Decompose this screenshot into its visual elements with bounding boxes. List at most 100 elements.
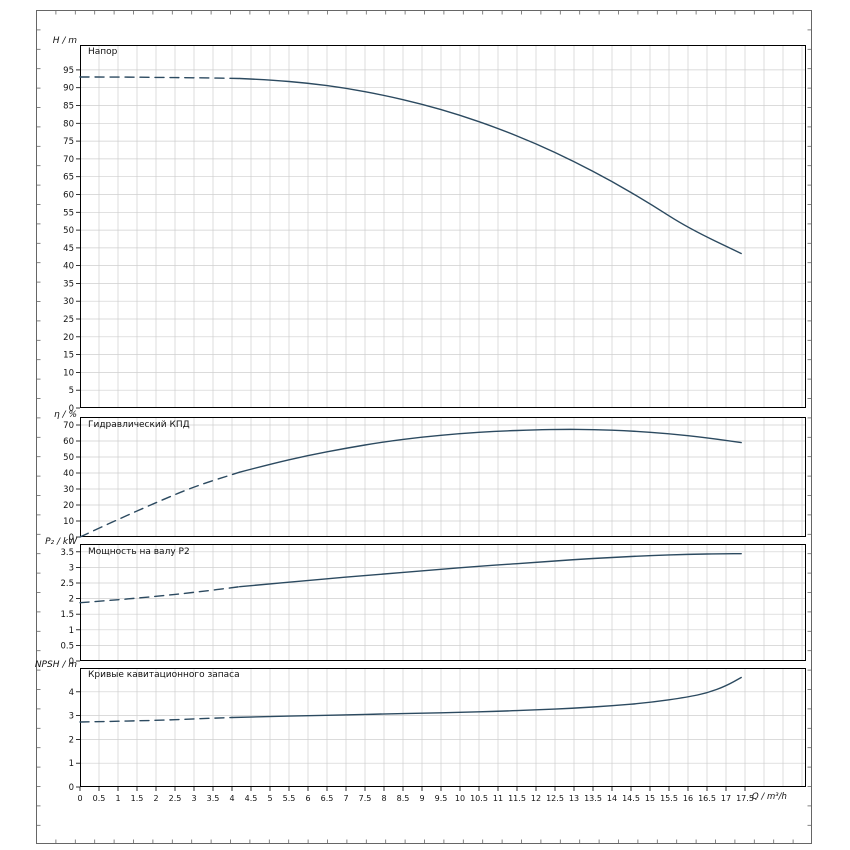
x-tick-label: 17 [721, 794, 731, 803]
y-tick-label: 60 [63, 191, 74, 201]
x-tick-label: 1.5 [131, 794, 144, 803]
efficiency-panel: 0 10 20 30 40 50 60 70 [63, 417, 806, 543]
x-tick-label: 6.5 [321, 794, 334, 803]
y-axis-ticks: 0 5 10 15 20 25 30 35 40 45 50 55 60 65 70 75 80 85 90 95 [63, 66, 80, 414]
x-tick-label: 6 [305, 794, 310, 803]
y-tick-label: 80 [63, 119, 74, 129]
grid-lines [80, 668, 806, 787]
x-tick-label: 13 [569, 794, 579, 803]
x-tick-label: 5.5 [283, 794, 296, 803]
x-tick-label: 10.5 [470, 794, 488, 803]
npsh-panel-title: Кривые кавитационного запаса [88, 670, 240, 680]
flow-axis-unit-label: Q / m³/h [752, 792, 787, 802]
y-tick-label: 0 [69, 783, 74, 793]
x-tick-label: 7 [343, 794, 348, 803]
y-tick-label: 20 [63, 501, 74, 511]
plot-border [80, 45, 806, 408]
x-tick-label: 17.5 [736, 794, 754, 803]
y-tick-label: 0.5 [60, 641, 74, 651]
x-tick-label: 15.5 [660, 794, 678, 803]
y-tick-label: 1 [69, 759, 74, 769]
x-tick-label: 9.5 [435, 794, 448, 803]
plot-border [80, 544, 806, 661]
y-tick-label: 10 [63, 368, 74, 378]
npsh-solid [231, 676, 742, 719]
y-tick-label: 3 [69, 712, 74, 722]
grid-lines [80, 544, 806, 661]
y-tick-label: 50 [63, 453, 74, 463]
grid-lines [80, 417, 806, 537]
x-tick-label: 3.5 [207, 794, 220, 803]
y-tick-label: 3 [69, 563, 74, 573]
x-tick-label: 4.5 [245, 794, 258, 803]
efficiency-panel-title: Гидравлический КПД [88, 420, 190, 430]
x-tick-label: 13.5 [584, 794, 602, 803]
y-tick-label: 55 [63, 208, 74, 218]
x-tick-label: 15 [645, 794, 655, 803]
y-tick-label: 0 [69, 657, 74, 667]
y-axis-ticks: 0 1 2 3 4 [69, 688, 80, 793]
y-tick-label: 15 [63, 351, 74, 361]
x-tick-label: 0 [77, 794, 82, 803]
head-panel-title: Напор [88, 47, 118, 57]
power-panel-title: Мощность на валу P2 [88, 547, 190, 557]
y-tick-label: 60 [63, 437, 74, 447]
npsh-dashed [79, 716, 233, 723]
y-tick-label: 95 [63, 66, 74, 76]
y-tick-label: 45 [63, 244, 74, 254]
npsh-axis-unit-label: NPSH / m [34, 660, 77, 670]
y-tick-label: 4 [69, 688, 74, 698]
y-tick-label: 70 [63, 421, 74, 431]
x-tick-label: 4 [229, 794, 234, 803]
plot-border [80, 668, 806, 787]
power-solid [238, 553, 742, 588]
x-tick-label: 9 [419, 794, 424, 803]
x-tick-label: 16 [683, 794, 693, 803]
y-tick-label: 40 [63, 469, 74, 479]
y-tick-label: 70 [63, 155, 74, 165]
x-tick-label: 12.5 [546, 794, 564, 803]
x-tick-label: 2 [153, 794, 158, 803]
y-tick-label: 20 [63, 333, 74, 343]
x-tick-label: 8 [381, 794, 386, 803]
y-tick-label: 2 [69, 595, 74, 605]
efficiency-axis-unit-label: η / % [53, 410, 77, 420]
x-tick-label: 11 [493, 794, 503, 803]
head-panel: 0 5 10 15 20 25 30 35 40 45 50 55 60 65 70 75 80 85 90 95 [63, 45, 806, 414]
x-tick-label: 10 [455, 794, 465, 803]
x-tick-label: 3 [191, 794, 196, 803]
y-tick-label: 50 [63, 226, 74, 236]
x-tick-label: 7.5 [359, 794, 372, 803]
y-tick-label: 35 [63, 279, 74, 289]
y-tick-label: 85 [63, 102, 74, 112]
y-tick-label: 3.5 [60, 548, 74, 558]
power-axis-unit-label: P₂ / kW [45, 537, 77, 547]
plot-border [80, 417, 806, 537]
outer-frame [36, 10, 812, 844]
x-axis-ticks: 0 0.5 1 1.5 2 2.5 3 3.5 4 4.5 5 5.5 6 6.5 7 7.5 8 8.5 9 9.5… [77, 787, 754, 803]
x-tick-label: 14 [607, 794, 617, 803]
y-tick-label: 30 [63, 297, 74, 307]
power-dashed [79, 586, 241, 604]
y-tick-label: 0 [69, 533, 74, 543]
y-tick-label: 30 [63, 485, 74, 495]
y-tick-label: 40 [63, 262, 74, 272]
x-tick-label: 2.5 [169, 794, 182, 803]
y-tick-label: 65 [63, 173, 74, 183]
x-tick-label: 14.5 [622, 794, 640, 803]
x-tick-label: 11.5 [508, 794, 526, 803]
head-dashed [79, 76, 241, 80]
y-axis-ticks: 0 10 20 30 40 50 60 70 [63, 421, 80, 543]
y-tick-label: 1 [69, 626, 74, 636]
npsh-panel: 0 1 2 3 4 [69, 668, 806, 793]
grid-lines [80, 45, 806, 408]
y-tick-label: 1.5 [60, 610, 74, 620]
x-tick-label: 1 [115, 794, 120, 803]
y-tick-label: 75 [63, 137, 74, 147]
y-tick-label: 90 [63, 84, 74, 94]
y-tick-label: 5 [69, 386, 74, 396]
x-tick-label: 8.5 [397, 794, 410, 803]
power-panel: 0 0.5 1 1.5 2 2.5 3 3.5 [60, 544, 806, 667]
x-tick-label: 12 [531, 794, 541, 803]
